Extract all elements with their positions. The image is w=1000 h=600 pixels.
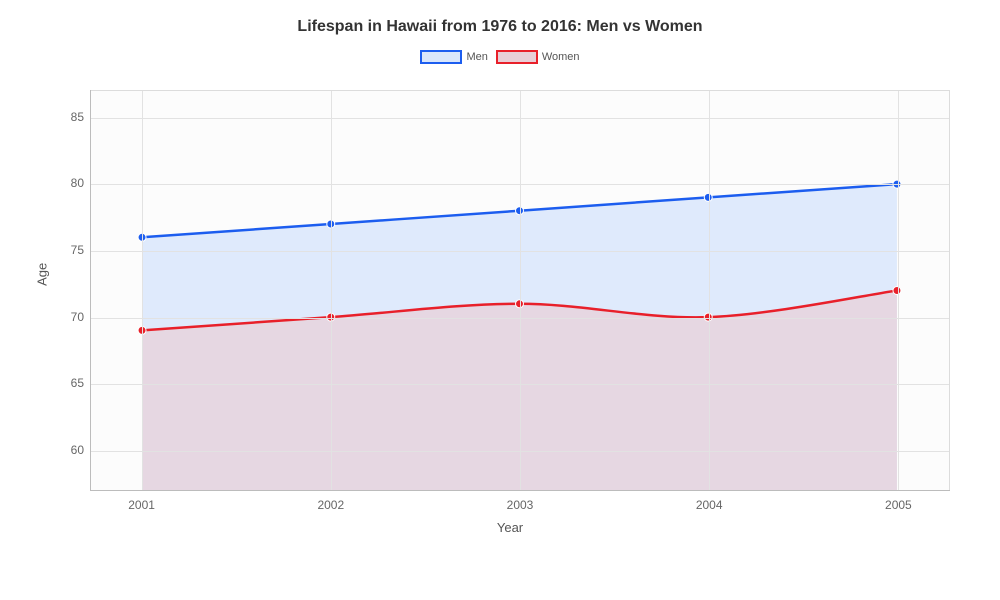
grid-v bbox=[142, 91, 143, 490]
grid-v bbox=[709, 91, 710, 490]
legend-label-women: Women bbox=[542, 51, 580, 63]
y-axis-title: Age bbox=[35, 263, 50, 286]
y-tick-label: 85 bbox=[50, 110, 84, 124]
plot-wrap: Age Year 6065707580852001200220032004200… bbox=[50, 80, 970, 540]
x-tick-label: 2002 bbox=[317, 498, 344, 512]
y-tick-label: 70 bbox=[50, 310, 84, 324]
grid-v bbox=[898, 91, 899, 490]
x-axis-title: Year bbox=[50, 520, 970, 535]
y-tick-label: 80 bbox=[50, 176, 84, 190]
x-tick-label: 2004 bbox=[696, 498, 723, 512]
legend-label-men: Men bbox=[466, 51, 487, 63]
x-tick-label: 2005 bbox=[885, 498, 912, 512]
legend-swatch-women bbox=[496, 50, 538, 64]
y-tick-label: 60 bbox=[50, 443, 84, 457]
x-axis-line bbox=[90, 490, 950, 491]
x-tick-label: 2001 bbox=[128, 498, 155, 512]
legend-swatch-men bbox=[420, 50, 462, 64]
y-tick-label: 75 bbox=[50, 243, 84, 257]
marker-women[interactable] bbox=[893, 287, 901, 295]
legend: Men Women bbox=[0, 50, 1000, 64]
y-tick-label: 65 bbox=[50, 376, 84, 390]
legend-item-women[interactable]: Women bbox=[496, 50, 580, 64]
plot-area bbox=[90, 90, 950, 490]
chart-title: Lifespan in Hawaii from 1976 to 2016: Me… bbox=[0, 0, 1000, 36]
y-axis-line bbox=[90, 90, 91, 490]
x-tick-label: 2003 bbox=[507, 498, 534, 512]
legend-item-men[interactable]: Men bbox=[420, 50, 487, 64]
grid-v bbox=[331, 91, 332, 490]
grid-v bbox=[520, 91, 521, 490]
chart-container: Lifespan in Hawaii from 1976 to 2016: Me… bbox=[0, 0, 1000, 600]
